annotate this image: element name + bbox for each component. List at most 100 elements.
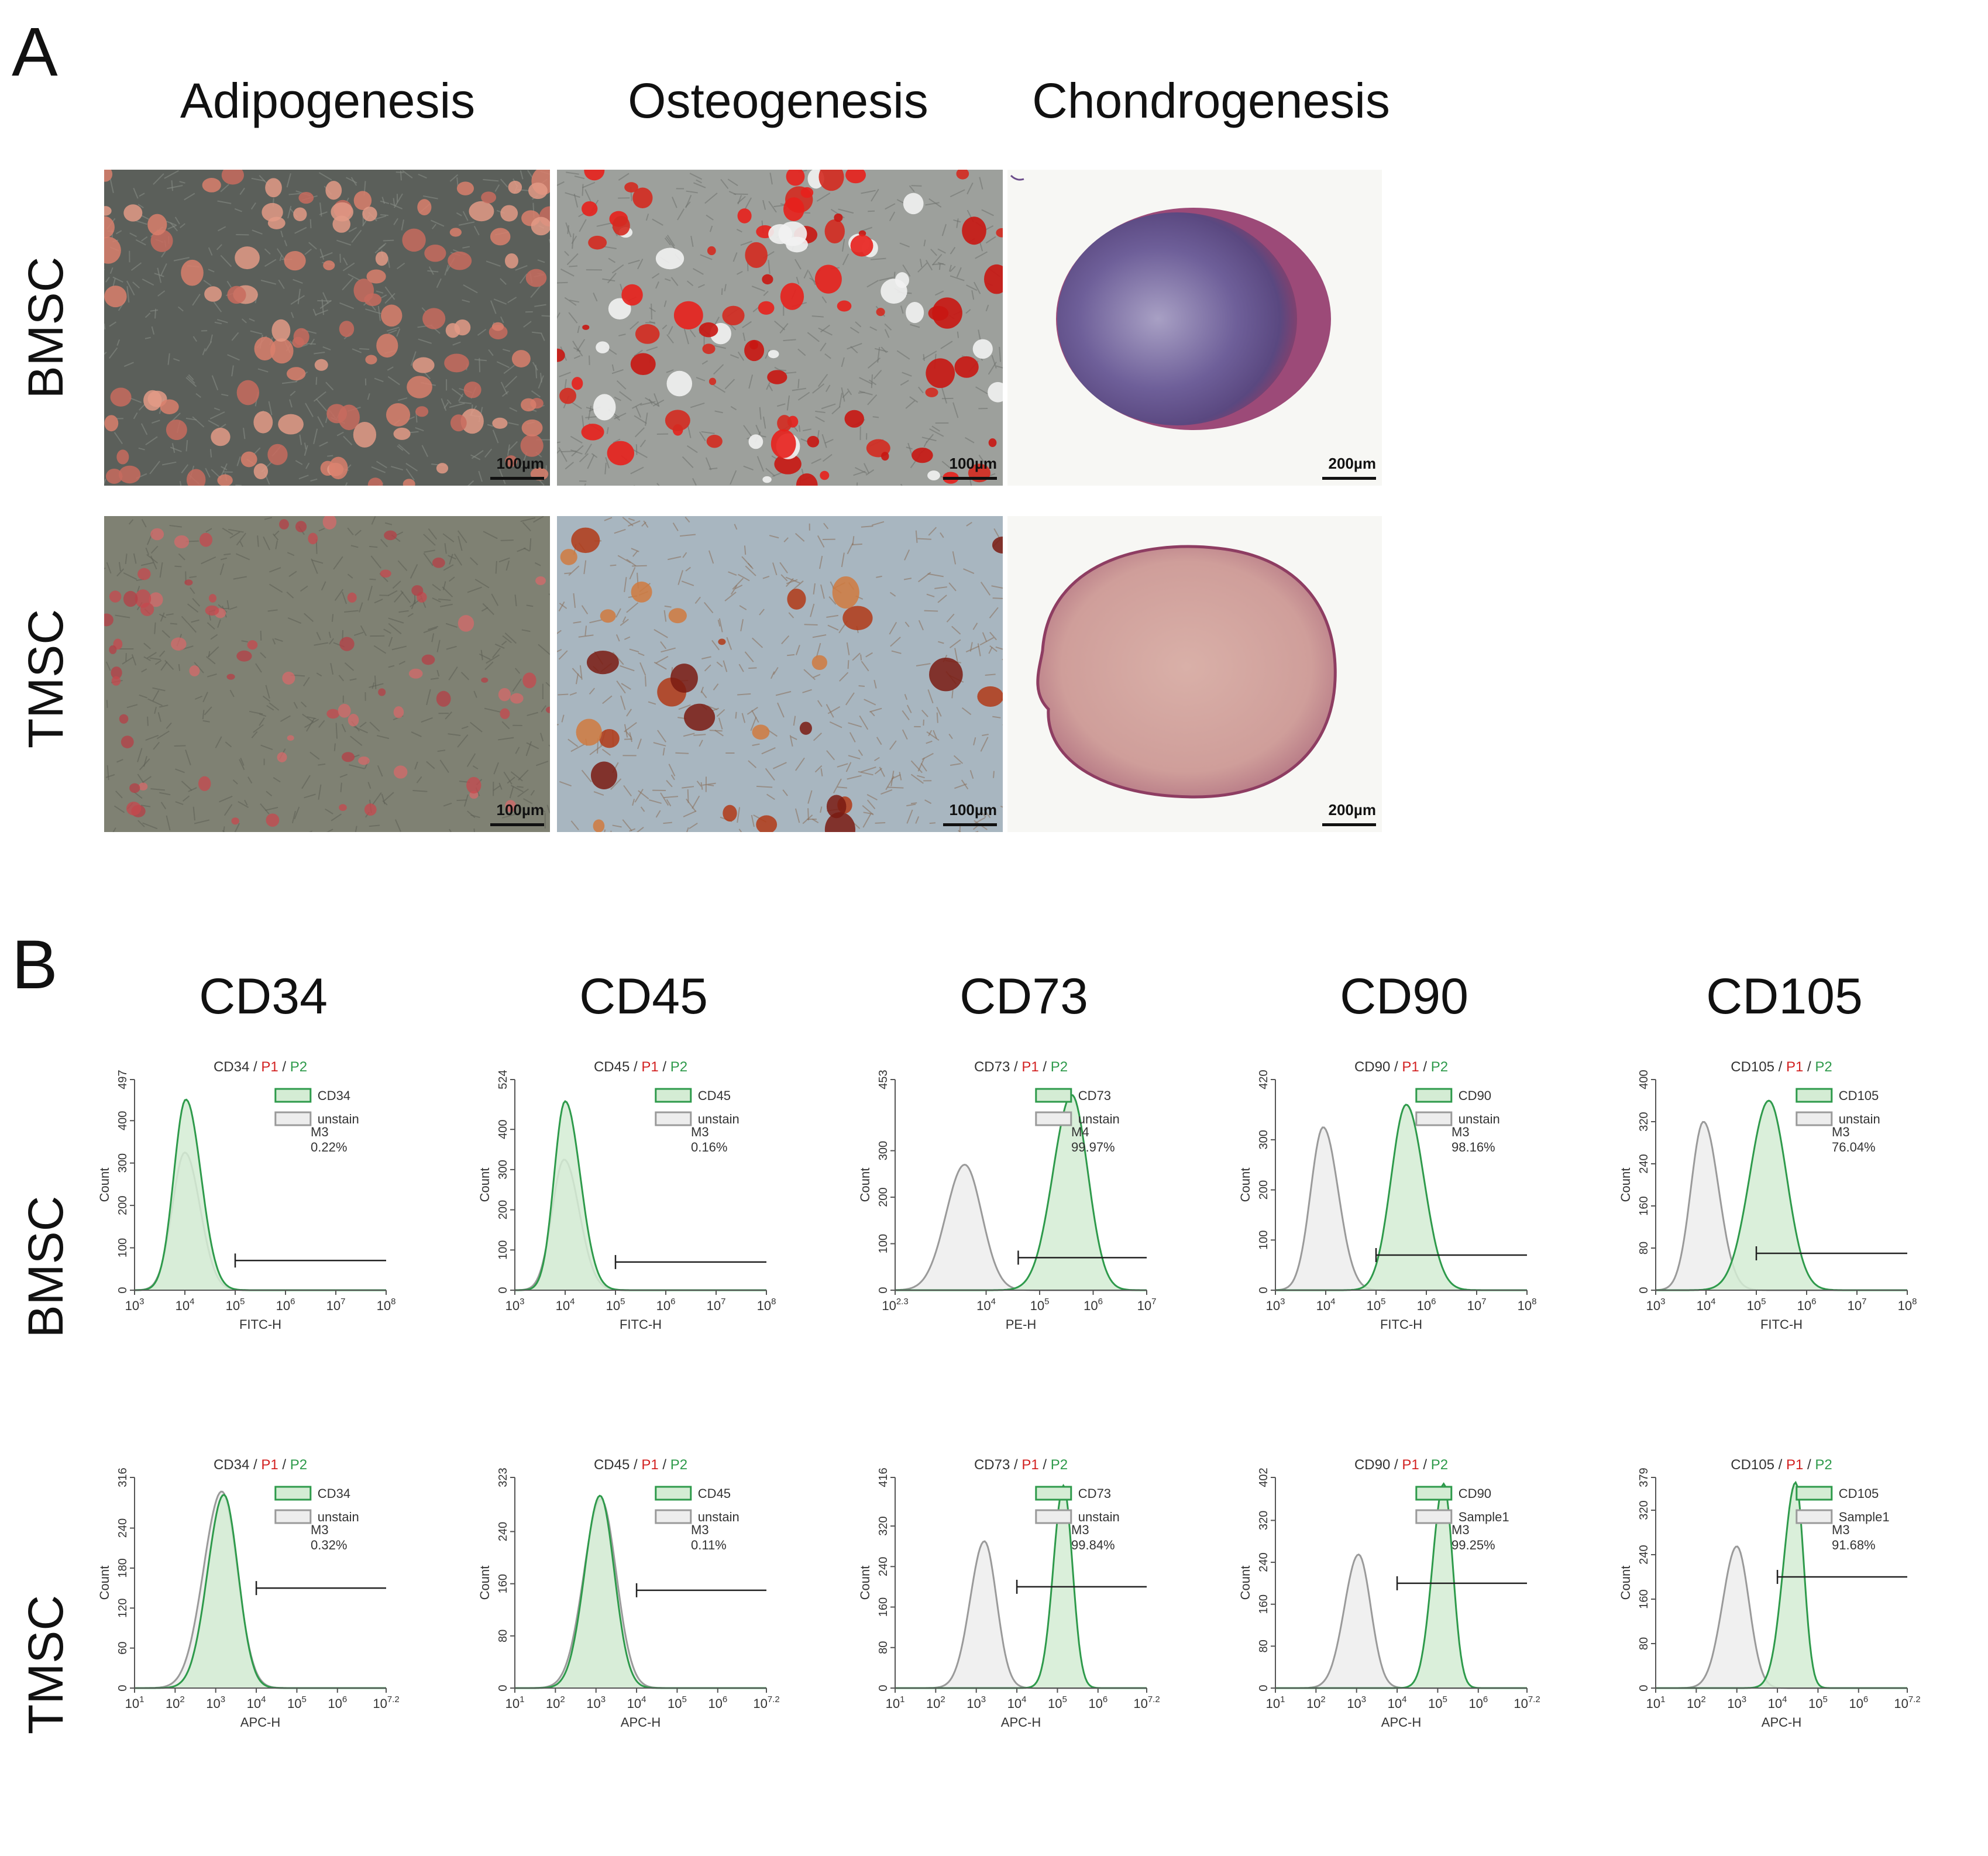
- y-tick-label: 320: [1638, 1500, 1650, 1520]
- histogram-tmsc-cd34: CD34 / P1 / P2 0 60 120 180 240 316 Count 101 102…: [94, 1436, 421, 1741]
- x-tick-label: 103: [505, 1297, 525, 1313]
- y-tick-label: 200: [497, 1200, 510, 1219]
- x-tick-label: 104: [176, 1297, 195, 1313]
- y-axis-label: Count: [858, 1168, 872, 1202]
- micrograph-bmsc-adipogenesis: 100µm: [104, 170, 550, 486]
- legend-label: unstain: [318, 1510, 359, 1524]
- y-tick-label: 100: [497, 1240, 510, 1260]
- y-tick-label: 400: [497, 1120, 510, 1139]
- row-header-tmsc-b: TMSC: [18, 1595, 73, 1734]
- y-tick-label: 60: [116, 1642, 129, 1655]
- x-tick-label: 103: [586, 1695, 606, 1711]
- y-tick-label: 300: [877, 1141, 890, 1160]
- y-axis-label: Count: [1618, 1566, 1633, 1600]
- scale-label: 100µm: [496, 455, 544, 472]
- y-tick-label: 200: [116, 1195, 129, 1215]
- x-tick-label: 101: [505, 1695, 525, 1711]
- legend-label: unstain: [698, 1510, 740, 1524]
- y-tick-label: 453: [877, 1070, 890, 1089]
- y-tick-label: 80: [1638, 1637, 1650, 1650]
- y-axis-label: Count: [97, 1168, 112, 1202]
- x-tick-label: 105: [1030, 1297, 1050, 1313]
- marker-header-cd45: CD45: [579, 968, 708, 1025]
- x-tick-label: 106: [276, 1297, 295, 1313]
- y-tick-label: 160: [877, 1597, 890, 1617]
- legend-swatch: [1415, 1486, 1453, 1501]
- series-fill-unstain: [1275, 1127, 1527, 1290]
- y-tick-label: 300: [116, 1153, 129, 1173]
- series-fill-cd34: [135, 1099, 386, 1290]
- chart-title: CD105 / P1 / P2: [1731, 1457, 1832, 1473]
- legend-swatch: [1035, 1088, 1072, 1103]
- gate-percent: 99.97%: [1071, 1140, 1115, 1154]
- chart-title: CD73 / P1 / P2: [974, 1059, 1068, 1075]
- y-tick-label: 0: [116, 1685, 129, 1691]
- y-tick-label: 80: [1257, 1640, 1270, 1652]
- y-tick-label: 160: [1638, 1196, 1650, 1215]
- x-tick-label: 105: [1367, 1297, 1386, 1313]
- x-tick-label: 102.3: [882, 1297, 908, 1313]
- x-axis-label: FITC-H: [1760, 1317, 1803, 1332]
- x-tick-label: 107: [707, 1297, 726, 1313]
- gate-percent: 0.11%: [691, 1538, 727, 1552]
- chart-title: CD90 / P1 / P2: [1354, 1059, 1448, 1075]
- gate-percent: 0.32%: [311, 1538, 347, 1552]
- series-fill-sample1: [1656, 1546, 1907, 1688]
- legend-label: CD34: [318, 1486, 350, 1501]
- x-tick-label: 102: [166, 1695, 185, 1711]
- x-tick-label: 101: [1646, 1695, 1666, 1711]
- legend-swatch: [1035, 1486, 1072, 1501]
- y-tick-label: 120: [116, 1599, 129, 1618]
- x-tick-label: 106: [1849, 1695, 1868, 1711]
- x-tick-label: 107.2: [753, 1695, 779, 1711]
- legend-swatch: [1415, 1509, 1453, 1524]
- x-tick-label: 107: [1137, 1297, 1157, 1313]
- y-tick-label: 160: [1638, 1589, 1650, 1608]
- gate-name: M3: [691, 1522, 709, 1537]
- legend-swatch: [1796, 1509, 1833, 1524]
- scale-bar: [1322, 823, 1376, 826]
- panel-a-label: A: [12, 13, 58, 91]
- x-tick-label: 105: [1428, 1695, 1447, 1711]
- x-tick-label: 107.2: [373, 1695, 399, 1711]
- row-header-bmsc-b: BMSC: [18, 1195, 73, 1338]
- gate-percent: 99.84%: [1071, 1538, 1115, 1552]
- gate-percent: 98.16%: [1452, 1140, 1495, 1154]
- chart-title: CD34 / P1 / P2: [214, 1457, 307, 1473]
- y-tick-label: 0: [1257, 1287, 1270, 1293]
- legend-label: Sample1: [1839, 1510, 1890, 1524]
- x-tick-label: 104: [1007, 1695, 1027, 1711]
- x-tick-label: 106: [656, 1297, 676, 1313]
- legend-label: CD90: [1459, 1088, 1491, 1103]
- legend-swatch: [655, 1111, 692, 1126]
- micrograph-tmsc-osteogenesis: 100µm: [557, 516, 1003, 832]
- series-fill-unstain: [515, 1498, 766, 1688]
- x-tick-label: 108: [1898, 1297, 1917, 1313]
- legend-swatch: [655, 1486, 692, 1501]
- series-fill-unstain: [895, 1164, 1147, 1290]
- y-tick-label: 323: [497, 1467, 510, 1487]
- chart-title: CD45 / P1 / P2: [594, 1457, 687, 1473]
- series-fill-cd45: [515, 1496, 766, 1688]
- series-line-cd45: [515, 1494, 766, 1689]
- x-tick-label: 105: [1747, 1297, 1766, 1313]
- x-tick-label: 107.2: [1894, 1695, 1920, 1711]
- legend-label: CD45: [698, 1486, 731, 1501]
- gate-name: M3: [691, 1125, 709, 1139]
- x-tick-label: 106: [1088, 1695, 1107, 1711]
- y-tick-label: 0: [877, 1685, 890, 1691]
- series-line-unstain: [895, 1540, 1147, 1689]
- legend-swatch: [655, 1088, 692, 1103]
- x-tick-label: 101: [886, 1695, 905, 1711]
- legend-label: unstain: [318, 1112, 359, 1126]
- legend-label: CD34: [318, 1088, 350, 1103]
- scale-label: 100µm: [949, 455, 997, 472]
- y-tick-label: 0: [497, 1287, 510, 1293]
- series-fill-cd45: [515, 1101, 766, 1290]
- y-tick-label: 160: [497, 1574, 510, 1593]
- y-axis-label: Count: [1238, 1566, 1253, 1600]
- gate-percent: 91.68%: [1832, 1538, 1876, 1552]
- x-tick-label: 104: [1316, 1297, 1336, 1313]
- legend-swatch: [1796, 1088, 1833, 1103]
- chart-title: CD90 / P1 / P2: [1354, 1457, 1448, 1473]
